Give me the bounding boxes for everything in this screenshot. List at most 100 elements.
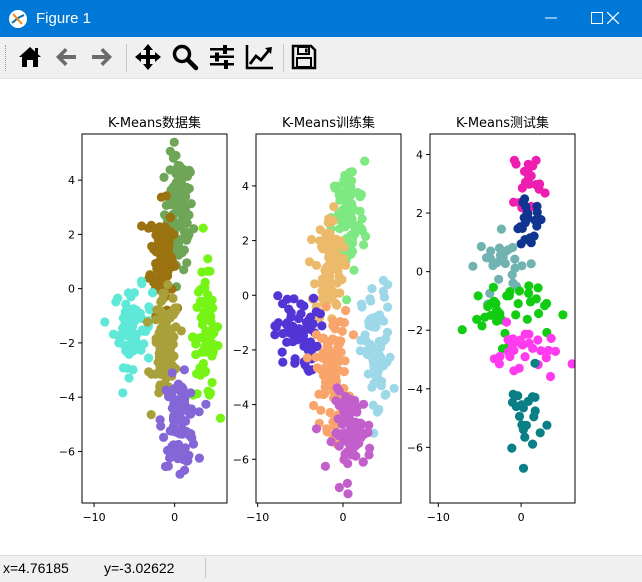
data-point [290,358,300,368]
scatter-subplot-1: K-Means数据集 −10 0 4 2 0 −2 −4 −6 [59,115,228,524]
data-point [127,318,137,329]
data-point [159,432,169,442]
back-button[interactable] [51,42,81,72]
data-point [151,369,161,379]
data-point [157,256,167,266]
data-point [543,345,554,356]
data-point [311,352,321,362]
data-point [531,180,541,190]
data-point [309,400,319,411]
data-point [322,369,332,379]
data-point [325,377,335,387]
data-point [364,450,374,460]
data-point [341,260,351,270]
maximize-button[interactable] [574,0,620,37]
data-point [495,351,505,361]
data-point [167,441,177,451]
data-point [165,146,175,156]
data-point [519,166,530,176]
data-point [536,346,546,356]
data-point [278,357,288,367]
data-point [337,326,347,336]
data-point [336,187,346,197]
axes-frame [81,133,228,504]
data-point [530,215,540,225]
data-point [169,137,179,147]
data-point [303,345,314,356]
subplot-title: K-Means训练集 [282,115,375,131]
data-point [343,405,353,415]
y-tick-label: −2 [59,337,75,350]
data-point [367,284,377,294]
data-point [154,358,164,368]
y-tick-label: 0 [242,289,249,302]
data-point [357,214,367,224]
minimize-button[interactable] [528,0,574,37]
data-point [342,295,352,305]
data-point [146,410,156,420]
forward-arrow-icon [92,48,112,66]
maximize-icon [591,12,603,24]
data-point [356,223,366,233]
line-chart-icon [245,45,273,70]
plot-area[interactable]: K-Means数据集 −10 0 4 2 0 −2 −4 −6 K-Means训练集 −10 0 4 2 0… [0,79,642,555]
data-point [526,259,536,269]
figure-canvas[interactable]: K-Means数据集 −10 0 4 2 0 −2 −4 −6 K-Means训练集 −10 0 4 2 0… [0,79,642,555]
data-point [163,280,173,290]
data-point [100,317,110,327]
data-point [324,346,334,356]
floppy-disk-icon [291,44,317,70]
data-point [494,274,504,284]
data-point [195,296,205,306]
data-point [292,335,303,345]
data-point [145,270,155,280]
close-button[interactable] [590,0,636,37]
data-point [121,299,131,309]
save-button[interactable] [289,42,319,72]
data-point [310,279,320,289]
data-point [541,353,551,363]
data-point [199,347,209,357]
data-point [518,463,529,473]
data-point [492,258,502,268]
data-point [366,345,376,355]
edit-axis-button[interactable] [245,42,275,72]
data-point [215,413,226,423]
data-point [128,365,138,375]
data-point [155,415,165,425]
data-point [356,420,366,430]
data-point [163,461,173,471]
data-point [286,328,296,338]
y-tick-label: −6 [233,453,249,466]
data-point [517,183,527,193]
pan-button[interactable] [133,42,163,72]
data-point [383,302,393,312]
data-point [535,428,545,438]
data-point [326,287,336,297]
home-button[interactable] [15,42,45,72]
configure-subplots-button[interactable] [207,42,237,72]
data-point [169,230,179,240]
y-tick-label: −2 [233,344,249,357]
data-point [486,246,496,256]
window-title: Figure 1 [36,10,92,27]
sliders-icon [210,45,234,69]
forward-button[interactable] [87,42,117,72]
zoom-button[interactable] [170,42,200,72]
data-point [520,329,530,339]
data-point [494,359,504,369]
x-tick-label: 0 [518,511,525,524]
data-point [340,178,350,189]
y-tick-label: 2 [416,207,423,220]
back-arrow-icon [56,48,76,66]
data-point [321,302,331,312]
data-point [317,293,327,303]
y-tick-label: 2 [242,235,249,248]
data-points [457,155,575,473]
data-point [302,353,312,363]
data-point [389,383,399,393]
data-point [162,316,172,327]
data-point [157,339,167,349]
data-point [511,401,521,412]
data-point [273,291,283,301]
